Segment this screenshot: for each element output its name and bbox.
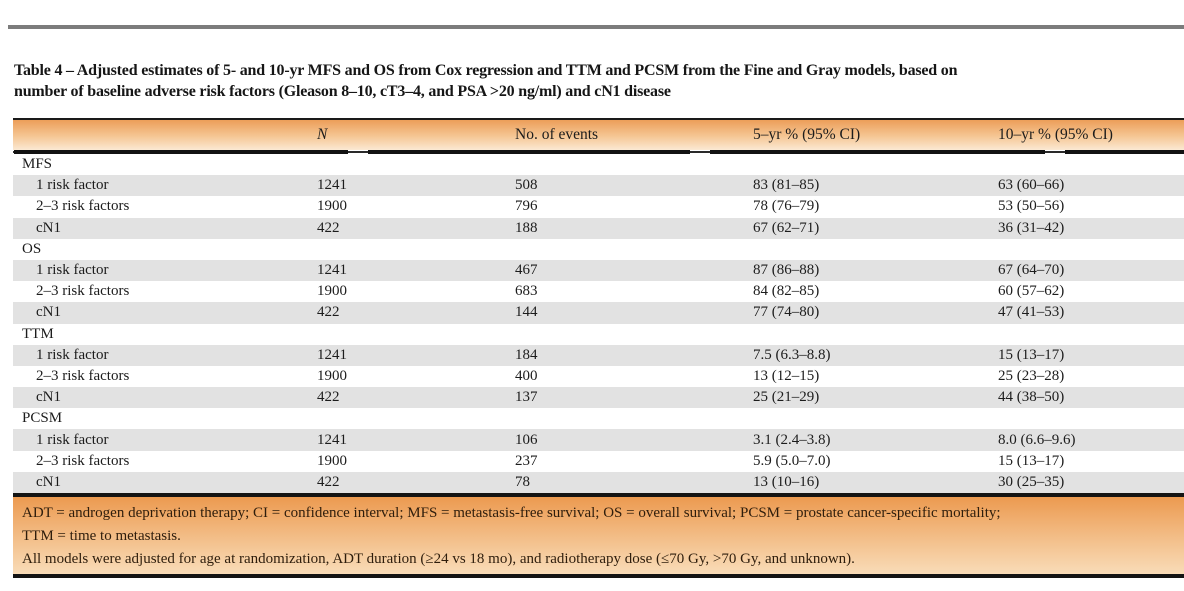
group-row: PCSM — [13, 408, 1184, 429]
data-row: 2–3 risk factors 1900 237 5.9 (5.0–7.0) 15 (… — [13, 451, 1184, 472]
n-cell: 422 — [317, 389, 340, 406]
events-cell: 467 — [515, 262, 538, 279]
group-label-cell: OS — [22, 240, 42, 257]
events-cell: 400 — [515, 367, 538, 384]
yr5-cell: 5.9 (5.0–7.0) — [753, 452, 831, 469]
events-cell: 188 — [515, 219, 538, 236]
row-label-cell: cN1 — [36, 389, 61, 406]
n-cell: 1241 — [317, 346, 347, 363]
header-cell-10yr: 10–yr % (95% CI) — [998, 126, 1113, 143]
yr10-cell: 15 (13–17) — [998, 452, 1065, 469]
data-row: cN1 422 144 77 (74–80) 47 (41–53) — [13, 302, 1184, 324]
row-label-cell: 1 risk factor — [36, 177, 109, 194]
row-label-cell: 2–3 risk factors — [36, 198, 130, 215]
data-row: cN1 422 78 13 (10–16) 30 (25–35) — [13, 471, 1184, 493]
row-label-cell: cN1 — [36, 473, 61, 490]
group-label-cell: TTM — [22, 325, 54, 342]
table-footnotes: ADT = androgen deprivation therapy; CI =… — [13, 493, 1184, 578]
yr10-cell: 15 (13–17) — [998, 346, 1065, 363]
yr5-cell: 78 (76–79) — [753, 198, 820, 215]
data-row: 1 risk factor 1241 508 83 (81–85) 63 (60–66) — [13, 175, 1184, 197]
yr10-cell: 47 (41–53) — [998, 304, 1065, 321]
n-cell: 422 — [317, 473, 340, 490]
data-row: 1 risk factor 1241 184 7.5 (6.3–8.8) 15 (13–… — [13, 344, 1184, 366]
table-caption-line2: number of baseline adverse risk factors … — [14, 83, 671, 100]
header-cell-events: No. of events — [515, 126, 599, 143]
data-row: 1 risk factor 1241 106 3.1 (2.4–3.8) 8.0 (6.… — [13, 429, 1184, 451]
yr10-cell: 44 (38–50) — [998, 389, 1065, 406]
yr5-cell: 25 (21–29) — [753, 389, 820, 406]
n-cell: 1900 — [317, 198, 347, 215]
row-label-cell: 1 risk factor — [36, 262, 109, 279]
events-cell: 683 — [515, 283, 538, 300]
header-cell-n: N — [317, 126, 328, 143]
n-cell: 422 — [317, 304, 340, 321]
row-label-cell: 1 risk factor — [36, 346, 109, 363]
yr5-cell: 13 (10–16) — [753, 473, 820, 490]
data-row: 2–3 risk factors 1900 796 78 (76–79) 53 (50–… — [13, 196, 1184, 217]
yr5-cell: 84 (82–85) — [753, 283, 820, 300]
group-label-cell: MFS — [22, 156, 53, 173]
table-header-row: N No. of events 5–yr % (95% CI) 10–yr % … — [13, 118, 1184, 150]
row-label-cell: 2–3 risk factors — [36, 367, 130, 384]
group-row: MFS — [13, 154, 1184, 175]
yr5-cell: 13 (12–15) — [753, 367, 820, 384]
n-cell: 1241 — [317, 431, 347, 448]
n-cell: 1241 — [317, 262, 347, 279]
events-cell: 508 — [515, 177, 538, 194]
yr10-cell: 36 (31–42) — [998, 219, 1065, 236]
row-label-cell: 1 risk factor — [36, 431, 109, 448]
data-row: 2–3 risk factors 1900 400 13 (12–15) 25 (23–… — [13, 366, 1184, 387]
yr5-cell: 7.5 (6.3–8.8) — [753, 346, 831, 363]
data-row: 1 risk factor 1241 467 87 (86–88) 67 (64–70) — [13, 259, 1184, 282]
n-cell: 1241 — [317, 177, 347, 194]
table-body: MFS 1 risk factor 1241 508 83 (81–85) 63 (60–… — [13, 154, 1184, 493]
n-cell: 1900 — [317, 283, 347, 300]
events-cell: 237 — [515, 452, 538, 469]
yr5-cell: 67 (62–71) — [753, 219, 820, 236]
yr5-cell: 83 (81–85) — [753, 177, 820, 194]
footnote-abbreviations-line1: ADT = androgen deprivation therapy; CI =… — [22, 505, 1001, 521]
footnote-abbreviations-line2: TTM = time to metastasis. — [22, 528, 181, 544]
yr5-cell: 77 (74–80) — [753, 304, 820, 321]
events-cell: 106 — [515, 431, 538, 448]
events-cell: 144 — [515, 304, 538, 321]
yr10-cell: 60 (57–62) — [998, 283, 1065, 300]
header-bottom-rule — [13, 150, 1184, 154]
data-row: 2–3 risk factors 1900 683 84 (82–85) 60 (57–… — [13, 281, 1184, 302]
row-label-cell: cN1 — [36, 219, 61, 236]
data-table: N No. of events 5–yr % (95% CI) 10–yr % … — [13, 118, 1184, 578]
page-top-rule — [8, 25, 1184, 29]
yr10-cell: 30 (25–35) — [998, 473, 1065, 490]
header-cell-5yr: 5–yr % (95% CI) — [753, 126, 861, 143]
yr5-cell: 3.1 (2.4–3.8) — [753, 431, 831, 448]
group-row: OS — [13, 239, 1184, 260]
footnote-adjustments: All models were adjusted for age at rand… — [22, 551, 855, 567]
row-label-cell: cN1 — [36, 304, 61, 321]
table-caption-line1: Table 4 – Adjusted estimates of 5- and 1… — [14, 62, 958, 79]
data-row: cN1 422 188 67 (62–71) 36 (31–42) — [13, 217, 1184, 239]
data-row: cN1 422 137 25 (21–29) 44 (38–50) — [13, 387, 1184, 409]
group-label-cell: PCSM — [22, 410, 63, 427]
yr10-cell: 53 (50–56) — [998, 198, 1065, 215]
events-cell: 184 — [515, 346, 538, 363]
yr5-cell: 87 (86–88) — [753, 262, 820, 279]
events-cell: 78 — [515, 473, 530, 490]
row-label-cell: 2–3 risk factors — [36, 283, 130, 300]
row-label-cell: 2–3 risk factors — [36, 452, 130, 469]
yr10-cell: 67 (64–70) — [998, 262, 1065, 279]
group-row: TTM — [13, 324, 1184, 345]
events-cell: 796 — [515, 198, 538, 215]
n-cell: 1900 — [317, 452, 347, 469]
table-caption: Table 4 – Adjusted estimates of 5- and 1… — [14, 60, 958, 102]
events-cell: 137 — [515, 389, 538, 406]
n-cell: 1900 — [317, 367, 347, 384]
n-cell: 422 — [317, 219, 340, 236]
yr10-cell: 25 (23–28) — [998, 367, 1065, 384]
yr10-cell: 63 (60–66) — [998, 177, 1065, 194]
yr10-cell: 8.0 (6.6–9.6) — [998, 431, 1076, 448]
